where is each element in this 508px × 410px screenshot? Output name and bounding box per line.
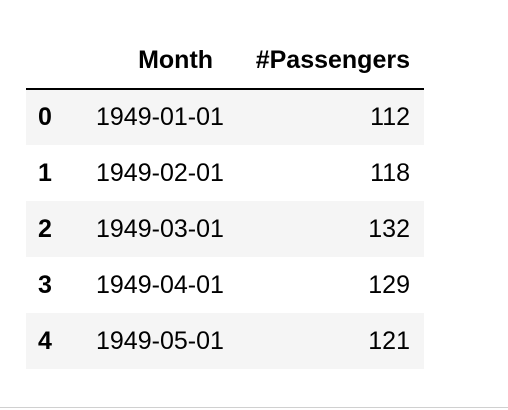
table-row: 1 1949-02-01 118 xyxy=(26,145,424,201)
passengers-cell: 132 xyxy=(368,214,410,243)
passengers-cell: 118 xyxy=(370,158,410,187)
month-cell: 1949-01-01 xyxy=(96,103,224,131)
index-header xyxy=(26,33,82,90)
table-row: 3 1949-04-01 129 xyxy=(26,257,424,313)
column-header-passengers: #Passengers xyxy=(239,33,424,90)
table-row: 4 1949-05-01 121 xyxy=(26,313,424,369)
month-cell: 1949-04-01 xyxy=(96,270,224,299)
month-cell: 1949-02-01 xyxy=(96,158,224,187)
dataframe-table: Month #Passengers 0 1949-01-01 112 1 194… xyxy=(26,33,424,369)
column-header-month: Month xyxy=(82,33,240,90)
passengers-cell: 129 xyxy=(368,270,410,299)
output-divider xyxy=(0,407,508,408)
row-index: 2 xyxy=(38,214,52,243)
row-index: 0 xyxy=(38,103,52,131)
month-cell: 1949-05-01 xyxy=(96,326,224,355)
table-header: Month #Passengers xyxy=(26,33,424,90)
row-index: 1 xyxy=(38,158,52,187)
header-row: Month #Passengers xyxy=(26,33,424,90)
row-index: 3 xyxy=(38,270,52,299)
row-index: 4 xyxy=(38,326,52,355)
table-row: 0 1949-01-01 112 xyxy=(26,89,424,145)
passengers-cell: 112 xyxy=(370,103,410,131)
passengers-cell: 121 xyxy=(368,326,410,355)
month-cell: 1949-03-01 xyxy=(96,214,224,243)
table-body: 0 1949-01-01 112 1 1949-02-01 118 2 1949… xyxy=(26,89,424,369)
table-row: 2 1949-03-01 132 xyxy=(26,201,424,257)
